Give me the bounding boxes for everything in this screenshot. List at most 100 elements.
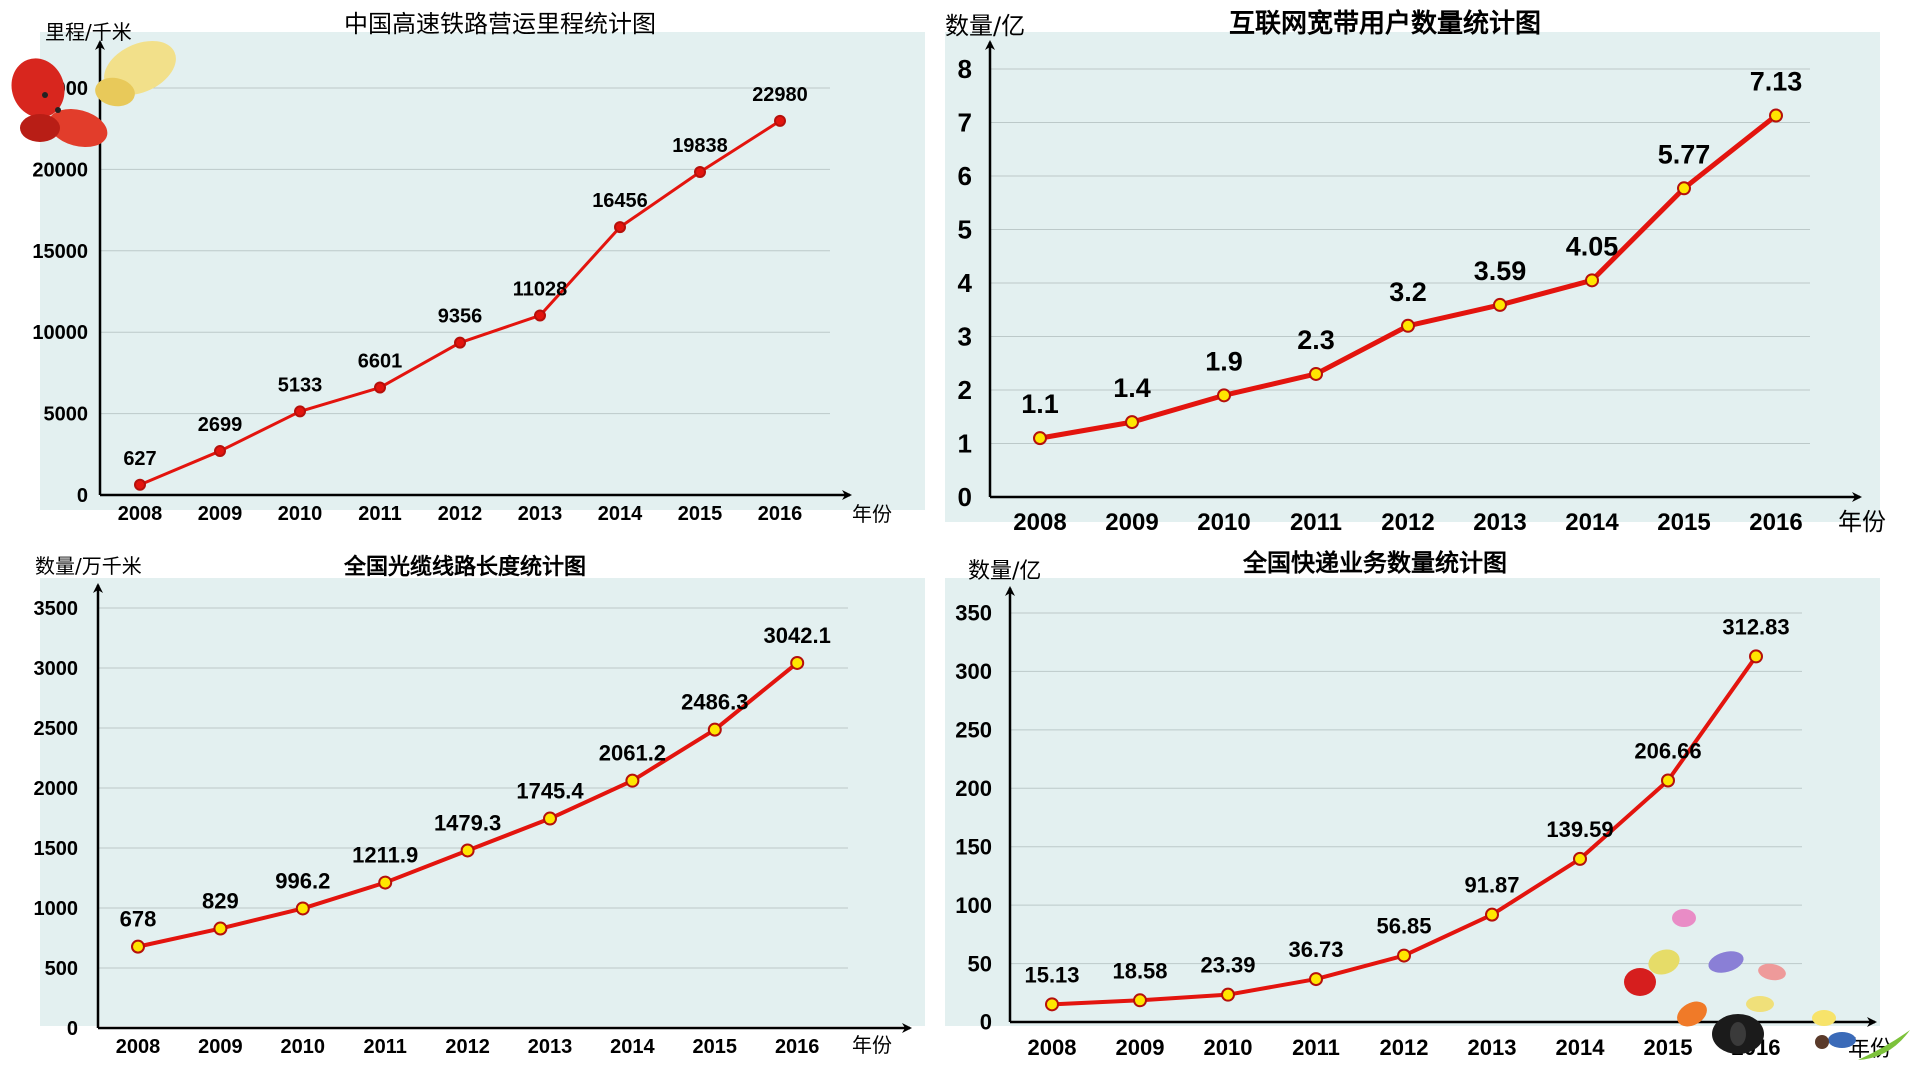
x-axis-label: 年份 xyxy=(852,502,892,526)
data-point xyxy=(294,405,306,418)
data-point xyxy=(460,843,475,858)
x-tick-label: 2008 xyxy=(118,503,163,525)
data-label: 91.87 xyxy=(1464,873,1519,898)
y-tick-label: 3000 xyxy=(34,658,79,680)
x-tick-label: 2009 xyxy=(198,503,243,525)
x-tick-label: 2016 xyxy=(775,1036,820,1058)
x-tick-label: 2015 xyxy=(678,503,723,525)
x-tick-label: 2013 xyxy=(1473,509,1526,536)
butterfly-decoration-bottom-right xyxy=(1624,909,1910,1060)
y-tick-label: 350 xyxy=(955,601,992,626)
data-label: 627 xyxy=(123,448,156,470)
y-tick-label: 300 xyxy=(955,659,992,684)
x-tick-label: 2009 xyxy=(1105,509,1158,536)
x-tick-label: 2010 xyxy=(281,1036,326,1058)
data-point xyxy=(1125,415,1139,430)
data-point xyxy=(1045,997,1059,1012)
data-point xyxy=(1573,851,1587,866)
panel-background-broadband xyxy=(945,32,1880,522)
x-tick-label: 2011 xyxy=(358,503,401,525)
x-tick-label: 2016 xyxy=(758,503,803,525)
data-label: 3042.1 xyxy=(764,623,831,648)
x-tick-label: 2015 xyxy=(1657,509,1710,536)
data-point xyxy=(214,445,226,458)
y-axis-label: 数量/万千米 xyxy=(35,554,142,578)
data-label: 4.05 xyxy=(1566,231,1619,261)
data-point xyxy=(614,221,626,234)
data-point xyxy=(1217,388,1231,403)
data-label: 206.66 xyxy=(1634,739,1701,764)
data-label: 36.73 xyxy=(1288,937,1343,962)
data-label: 2486.3 xyxy=(681,690,748,715)
y-tick-label: 0 xyxy=(980,1010,992,1035)
x-tick-label: 2014 xyxy=(610,1036,655,1058)
x-tick-label: 2013 xyxy=(528,1036,573,1058)
x-tick-label: 2014 xyxy=(1565,509,1619,536)
chart-broadband-users: 互联网宽带用户数量统计图 数量/亿年份 0 1 2 3 4 5 6 7 8 2008 2009 2010 2… xyxy=(945,8,1886,536)
data-point xyxy=(1485,907,1499,922)
y-tick-label: 200 xyxy=(955,776,992,801)
data-point xyxy=(131,939,145,954)
y-tick-label: 1 xyxy=(958,429,972,459)
data-label: 996.2 xyxy=(275,868,330,893)
chart-title: 全国光缆线路长度统计图 xyxy=(343,554,586,580)
y-tick-label: 0 xyxy=(67,1018,78,1040)
data-point xyxy=(1677,181,1691,196)
y-tick-label: 8 xyxy=(958,54,972,84)
data-point xyxy=(774,114,786,127)
data-label: 18.58 xyxy=(1112,958,1167,983)
data-point xyxy=(1749,649,1763,664)
data-point xyxy=(1221,987,1235,1002)
data-label: 6601 xyxy=(358,351,403,373)
y-axis-label: 里程/千米 xyxy=(45,20,132,44)
y-tick-label: 7 xyxy=(958,108,972,138)
data-point xyxy=(1397,948,1411,963)
data-label: 56.85 xyxy=(1376,914,1431,939)
y-tick-label: 6 xyxy=(958,161,972,191)
y-tick-label: 500 xyxy=(45,958,78,980)
x-tick-label: 2011 xyxy=(1290,509,1342,536)
chart-title: 互联网宽带用户数量统计图 xyxy=(1229,8,1541,39)
x-tick-label: 2015 xyxy=(693,1036,738,1058)
data-label: 2699 xyxy=(198,414,243,436)
y-tick-label: 3500 xyxy=(34,598,79,620)
data-label: 23.39 xyxy=(1200,953,1255,978)
data-label: 1.9 xyxy=(1205,346,1243,376)
data-point xyxy=(694,166,706,179)
data-label: 22980 xyxy=(752,84,808,106)
y-tick-label: 1500 xyxy=(34,838,79,860)
data-label: 7.13 xyxy=(1750,67,1803,97)
data-point xyxy=(790,655,805,670)
data-point xyxy=(707,722,722,737)
x-tick-label: 2011 xyxy=(364,1036,407,1058)
data-point xyxy=(1585,273,1599,288)
chart-title: 中国高速铁路营运里程统计图 xyxy=(344,10,656,38)
data-point xyxy=(374,381,386,394)
data-point xyxy=(213,921,228,936)
y-axis-label: 数量/亿 xyxy=(968,559,1041,584)
x-tick-label: 2012 xyxy=(1380,1035,1429,1060)
butterfly-decoration-top-left xyxy=(11,40,176,148)
x-tick-label: 2009 xyxy=(1116,1035,1165,1060)
data-label: 1211.9 xyxy=(352,843,418,868)
y-tick-label: 0 xyxy=(77,485,88,507)
y-tick-label: 2500 xyxy=(34,718,79,740)
y-tick-label: 15000 xyxy=(32,241,88,263)
x-tick-label: 2014 xyxy=(598,503,643,525)
y-tick-label: 1000 xyxy=(34,898,79,920)
data-label: 139.59 xyxy=(1546,817,1613,842)
data-point xyxy=(1661,773,1675,788)
data-label: 312.83 xyxy=(1722,614,1789,639)
data-point xyxy=(134,478,146,491)
data-label: 678 xyxy=(120,907,157,932)
x-tick-label: 2008 xyxy=(1028,1035,1077,1060)
chart-title: 全国快递业务数量统计图 xyxy=(1242,549,1507,577)
y-tick-label: 2 xyxy=(958,375,972,405)
panel-background-fiber xyxy=(40,578,925,1026)
y-tick-label: 50 xyxy=(968,951,992,976)
x-tick-label: 2010 xyxy=(1204,1035,1253,1060)
y-tick-label: 150 xyxy=(955,834,992,859)
data-point xyxy=(378,875,393,890)
